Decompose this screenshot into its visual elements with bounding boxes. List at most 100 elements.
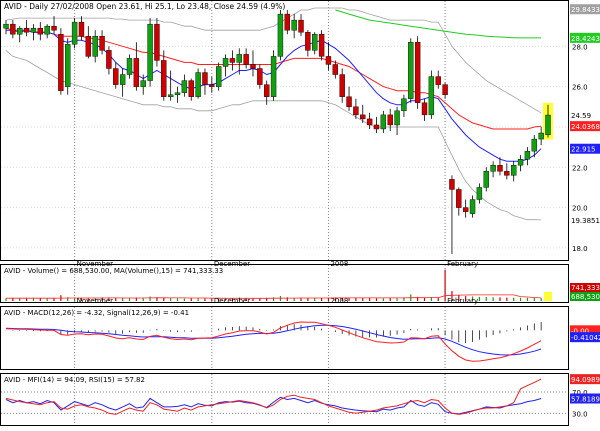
volume-bar bbox=[19, 298, 21, 301]
candle-body bbox=[264, 84, 270, 97]
candle-body bbox=[3, 23, 9, 29]
volume-bar bbox=[245, 298, 247, 301]
candle-body bbox=[78, 21, 85, 37]
volume-bar bbox=[218, 298, 220, 301]
candle-body bbox=[167, 94, 174, 97]
candle-body bbox=[99, 36, 105, 51]
volume-bar bbox=[389, 298, 391, 301]
osc-value-label: 94.0989 bbox=[571, 376, 600, 384]
x-axis-label: February bbox=[447, 297, 478, 305]
candle-body bbox=[524, 150, 531, 160]
candle-body bbox=[421, 102, 428, 116]
volume-bar bbox=[87, 298, 89, 301]
volume-bar bbox=[540, 298, 542, 301]
macd-value-label: -0.41042 bbox=[571, 334, 600, 342]
volume-bar bbox=[135, 297, 137, 301]
price-value-label: 22.915 bbox=[571, 146, 596, 154]
volume-bar bbox=[197, 298, 199, 301]
candle-body bbox=[483, 171, 489, 188]
candle-body bbox=[366, 118, 373, 126]
volume-bar bbox=[94, 298, 96, 301]
candle-body bbox=[414, 42, 421, 103]
macd-line bbox=[5, 321, 542, 362]
volume-bar bbox=[327, 297, 330, 301]
x-axis-label: 2008 bbox=[330, 260, 348, 268]
candle-body bbox=[435, 76, 441, 85]
volume-bar bbox=[5, 298, 7, 301]
candle-body bbox=[531, 138, 537, 152]
volume-bar bbox=[417, 296, 419, 301]
candle-body bbox=[106, 50, 112, 69]
volume-bar bbox=[190, 298, 192, 301]
volume-bar bbox=[211, 298, 213, 301]
candle-body bbox=[119, 74, 126, 85]
candle-body bbox=[373, 124, 380, 130]
volume-bar bbox=[183, 298, 185, 301]
volume-bar bbox=[272, 297, 275, 301]
candle-body bbox=[380, 114, 387, 130]
candle-body bbox=[174, 92, 181, 95]
volume-bar bbox=[485, 297, 487, 301]
candle-body bbox=[71, 21, 78, 45]
x-axis-label: November bbox=[77, 260, 114, 268]
candle-body bbox=[257, 68, 263, 85]
volume-bar bbox=[163, 297, 165, 301]
price-tick-label: 28.0 bbox=[572, 43, 588, 51]
volume-bar bbox=[458, 295, 460, 301]
candle-body bbox=[538, 132, 544, 140]
candle-body bbox=[277, 13, 284, 57]
volume-bar bbox=[396, 298, 398, 301]
volume-bar bbox=[471, 296, 474, 301]
x-axis-label: February bbox=[447, 260, 478, 268]
volume-bar bbox=[375, 298, 378, 301]
volume-bar bbox=[149, 296, 151, 301]
candle-body bbox=[449, 179, 455, 190]
price-value-box bbox=[570, 4, 600, 15]
candle-body bbox=[202, 72, 208, 85]
candle-body bbox=[222, 58, 229, 67]
candle-body bbox=[270, 56, 277, 97]
candle-body bbox=[497, 165, 503, 172]
candle-body bbox=[504, 171, 510, 176]
volume-value-label: 688,530 bbox=[571, 293, 600, 301]
volume-bar bbox=[533, 298, 535, 301]
x-axis-label: December bbox=[214, 297, 250, 305]
candle-body bbox=[113, 68, 119, 85]
price-value-label: 29.8433 bbox=[571, 6, 600, 14]
macd-signal-line bbox=[5, 324, 542, 356]
volume-bar bbox=[423, 297, 426, 301]
candle-body bbox=[442, 84, 448, 95]
candle-body bbox=[10, 23, 16, 35]
candle-body bbox=[229, 58, 236, 63]
volume-panel-title: AVID - Volume() = 688,530.00, MA(Volume(… bbox=[4, 267, 223, 275]
candle-body bbox=[23, 27, 30, 33]
ma-green-line bbox=[335, 9, 542, 39]
candle-body bbox=[51, 25, 57, 31]
candle-body bbox=[510, 165, 517, 176]
mfi-rsi-panel bbox=[0, 373, 569, 426]
candle-body bbox=[408, 42, 414, 99]
candle-body bbox=[236, 54, 242, 63]
candle-body bbox=[154, 23, 160, 61]
volume-bar bbox=[451, 291, 453, 301]
volume-bar bbox=[259, 298, 261, 301]
volume-bar bbox=[176, 298, 179, 301]
volume-bar bbox=[238, 298, 240, 301]
candle-body bbox=[517, 159, 524, 166]
volume-bar bbox=[108, 297, 110, 301]
volume-panel bbox=[0, 264, 569, 303]
candle-body bbox=[346, 96, 352, 108]
volume-bar bbox=[444, 269, 446, 301]
mfi-rsi-panel-title: AVID - MFI(14) = 94.09, RSI(15) = 57.82 bbox=[4, 376, 145, 384]
volume-bar bbox=[53, 298, 55, 301]
candle-body bbox=[37, 27, 44, 35]
candle-body bbox=[462, 207, 469, 212]
osc-value-box bbox=[570, 393, 600, 404]
volume-bar bbox=[46, 298, 48, 301]
volume-bar bbox=[67, 297, 69, 301]
volume-bar bbox=[526, 297, 529, 301]
candle-body bbox=[250, 64, 256, 69]
volume-bar bbox=[122, 298, 124, 301]
volume-bar bbox=[293, 297, 295, 301]
